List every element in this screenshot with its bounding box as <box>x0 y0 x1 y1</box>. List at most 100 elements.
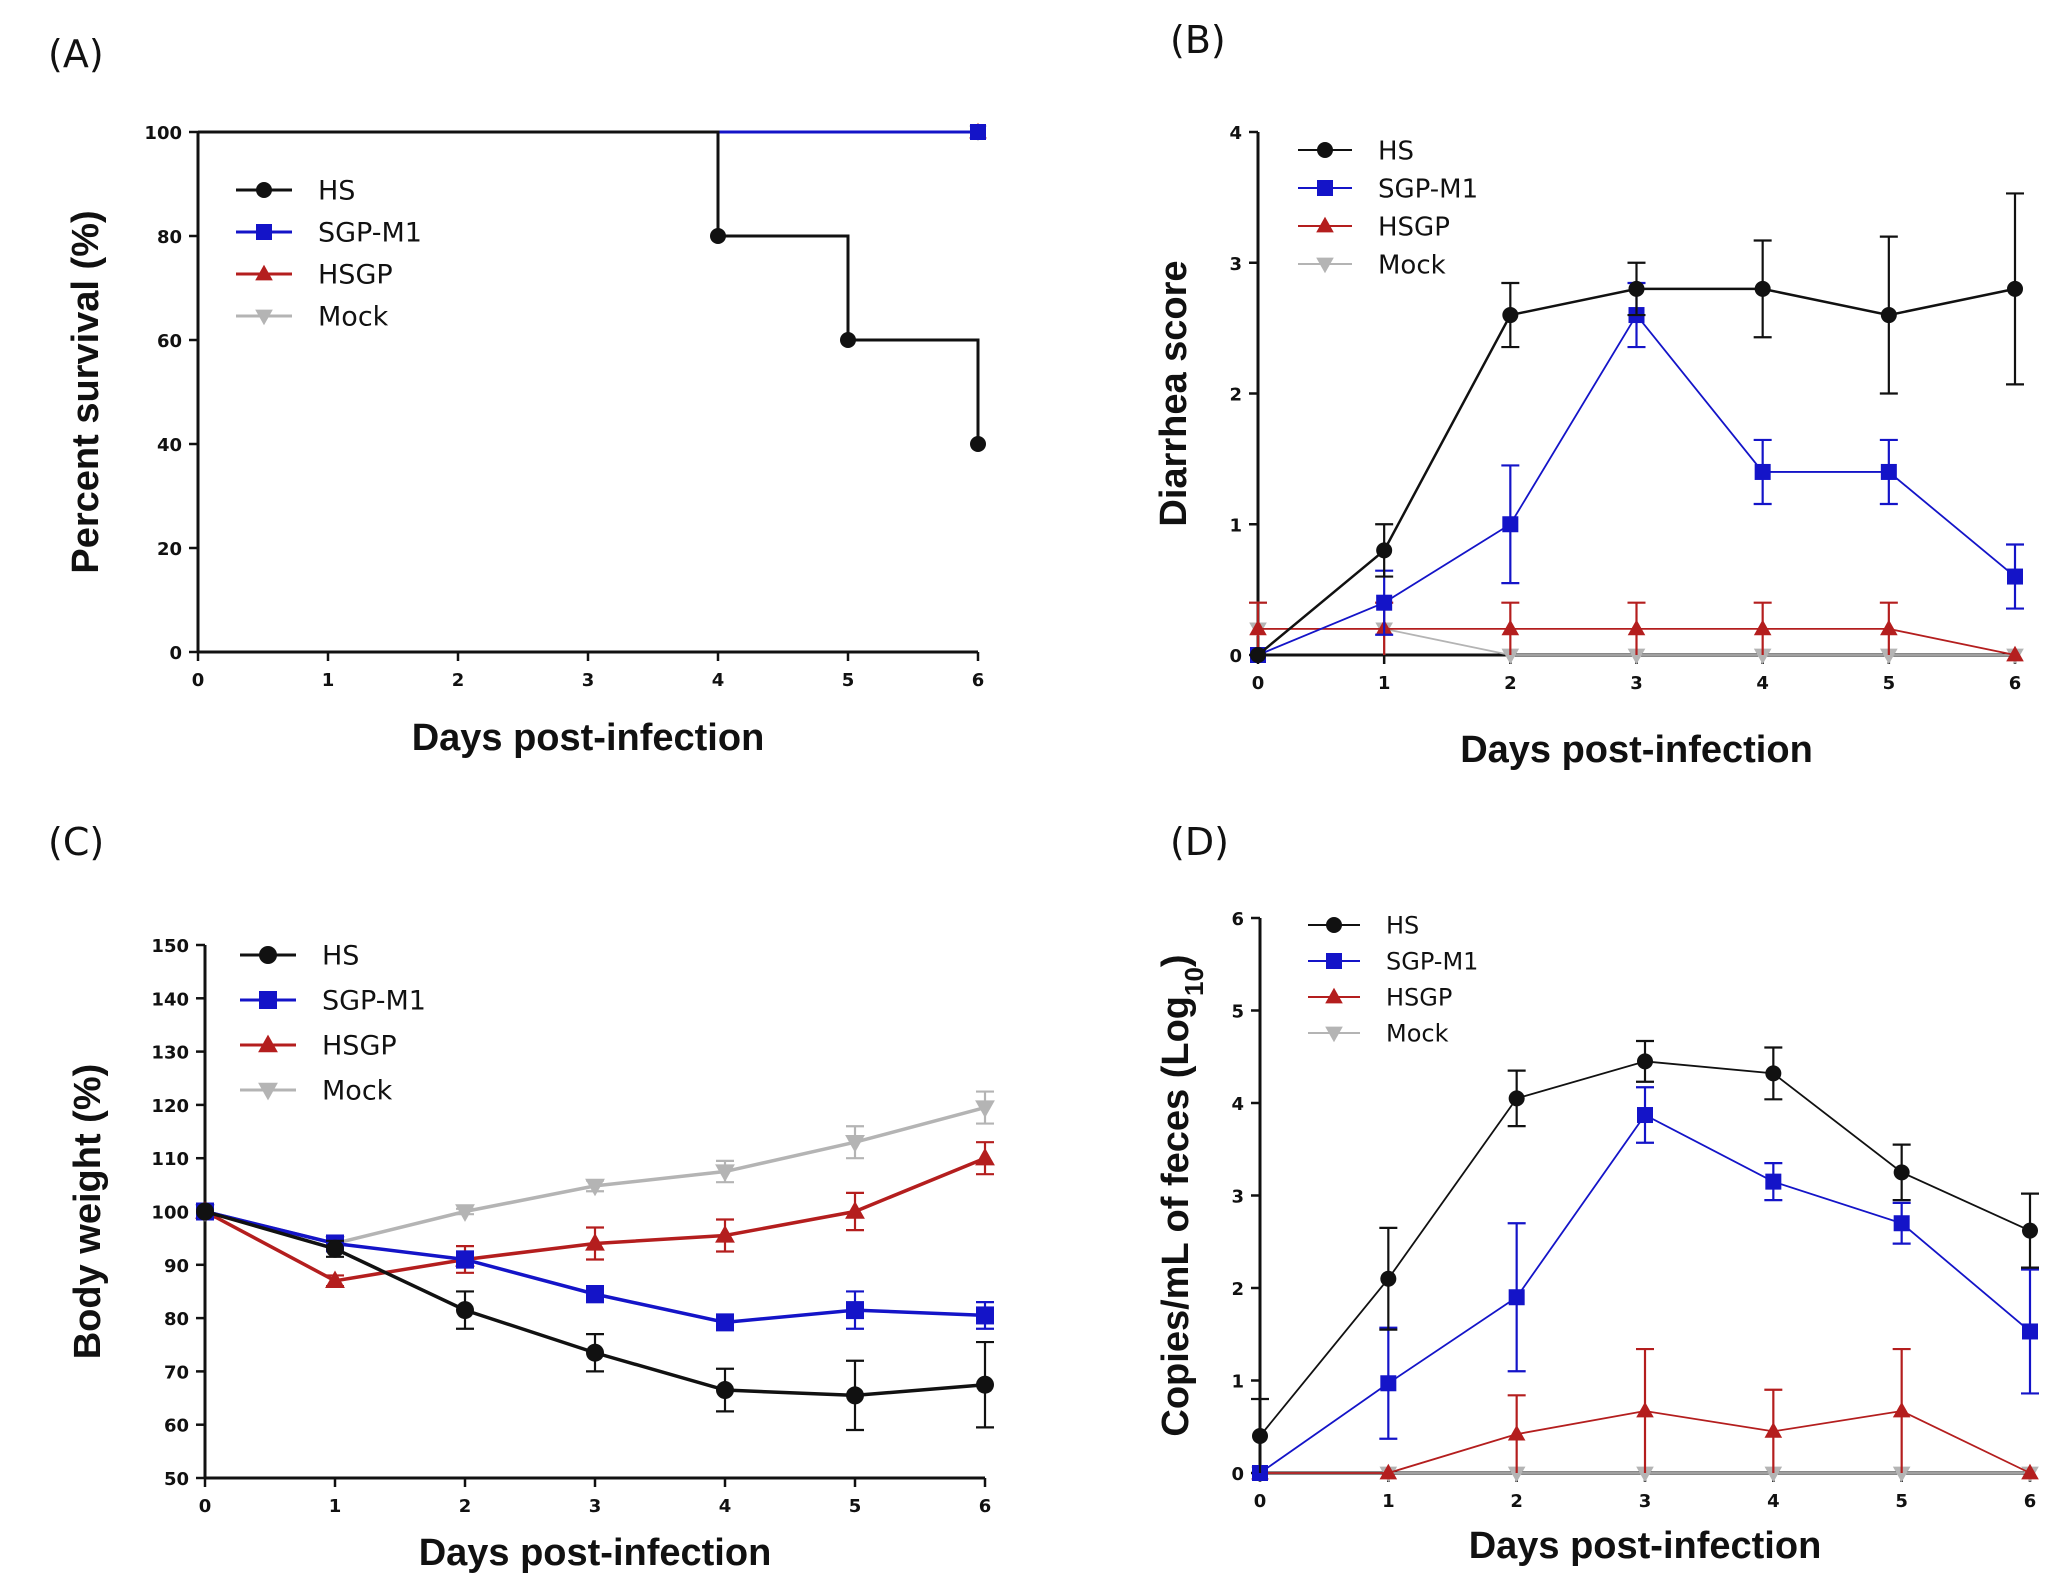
x-tick-label: 0 <box>1254 1491 1267 1512</box>
y-tick-label: 40 <box>157 435 182 456</box>
y-tick-label: 150 <box>151 936 189 957</box>
y-tick-label: 60 <box>164 1416 189 1437</box>
y-tick-label: 1 <box>1231 1372 1244 1393</box>
x-tick-label: 3 <box>582 670 595 691</box>
data-point <box>840 332 856 348</box>
x-tick-label: 6 <box>972 670 985 691</box>
data-point <box>845 1201 865 1219</box>
data-point <box>1880 463 1897 480</box>
data-point <box>2022 1323 2038 1340</box>
data-point <box>1636 1466 1654 1483</box>
x-axis-title: Days post-infection <box>419 1532 772 1574</box>
data-point <box>1753 619 1772 636</box>
series-hs <box>1251 1039 2039 1473</box>
legend-marker <box>1325 987 1343 1004</box>
data-point <box>1765 1173 1782 1190</box>
data-point <box>1893 1215 1910 1232</box>
data-point <box>2006 645 2024 662</box>
legend-label: Mock <box>318 302 389 333</box>
x-tick-label: 0 <box>199 1496 212 1517</box>
series-hs <box>198 130 986 452</box>
data-point <box>970 124 986 140</box>
legend-label: SGP-M1 <box>1386 948 1478 976</box>
y-tick-label: 50 <box>164 1469 189 1490</box>
legend-marker <box>256 224 272 240</box>
data-point <box>1628 280 1645 297</box>
data-point <box>976 1306 994 1325</box>
data-point <box>1252 1428 1268 1444</box>
legend-label: SGP-M1 <box>322 986 426 1017</box>
data-point <box>715 1164 735 1182</box>
legend-label: HS <box>318 176 355 207</box>
data-point <box>456 1250 474 1269</box>
x-axis-title: Days post-infection <box>412 717 765 759</box>
y-tick-label: 2 <box>1229 385 1242 406</box>
data-point <box>326 1239 344 1258</box>
x-tick-label: 3 <box>1639 1491 1652 1512</box>
y-tick-label: 3 <box>1229 254 1242 275</box>
data-point <box>846 1386 864 1405</box>
series-line <box>204 1156 986 1283</box>
y-tick-label: 60 <box>157 331 182 352</box>
data-point <box>196 1202 214 1221</box>
x-tick-label: 5 <box>849 1496 862 1517</box>
x-tick-label: 3 <box>1630 673 1643 694</box>
data-point <box>1502 516 1519 533</box>
data-point <box>970 436 986 452</box>
series-hsgp <box>1251 1347 2039 1480</box>
legend-label: HS <box>1386 912 1419 940</box>
x-tick-label: 2 <box>1504 673 1517 694</box>
legend: HS SGP-M1 HSGP Mock <box>236 176 422 333</box>
y-tick-label: 130 <box>151 1043 189 1064</box>
legend-marker <box>256 182 272 198</box>
legend-label: Mock <box>1378 250 1446 280</box>
panel-a-label: (A) <box>48 32 104 76</box>
y-axis-title: Percent survival (%) <box>65 210 107 573</box>
y-tick-label: 0 <box>1229 646 1242 667</box>
series-hs <box>196 1202 994 1432</box>
y-tick-label: 0 <box>169 643 182 664</box>
data-point <box>1250 647 1266 663</box>
data-point <box>845 1135 865 1153</box>
y-tick-label: 70 <box>164 1362 189 1383</box>
x-tick-label: 4 <box>1767 1491 1780 1512</box>
legend-marker <box>258 1034 278 1053</box>
legend-label: HS <box>322 941 359 972</box>
x-tick-label: 0 <box>192 670 205 691</box>
y-tick-label: 140 <box>151 989 189 1010</box>
legend-label: HS <box>1378 136 1414 166</box>
data-point <box>1880 619 1898 636</box>
series-sgp-m1 <box>1252 1086 2039 1481</box>
data-point <box>1764 1422 1783 1438</box>
data-point <box>1637 1053 1653 1070</box>
chart-b: 0 1 2 3 4 5 6 0 1 2 3 4 Days post-infection Diarrhea … <box>1153 123 2024 771</box>
data-point <box>975 1147 995 1166</box>
data-point <box>715 1225 735 1243</box>
data-point <box>1501 648 1520 665</box>
data-point <box>1249 619 1267 636</box>
y-tick-label: 80 <box>164 1309 189 1330</box>
panel-b-label: (B) <box>1170 18 1226 62</box>
legend-label: HSGP <box>322 1031 397 1062</box>
data-point <box>1764 1466 1783 1483</box>
x-tick-label: 1 <box>329 1496 342 1517</box>
panel-d-label: (D) <box>1170 820 1229 864</box>
legend-marker <box>255 264 273 281</box>
data-point <box>1380 1270 1397 1287</box>
data-point <box>716 1313 734 1332</box>
y-tick-label: 5 <box>1231 1002 1244 1023</box>
data-point <box>1507 1466 1526 1483</box>
x-tick-label: 5 <box>1883 673 1896 694</box>
legend-label: HSGP <box>318 260 393 291</box>
data-point <box>1501 619 1520 636</box>
legend-label: HSGP <box>1378 212 1450 242</box>
y-tick-label: 2 <box>1231 1279 1244 1300</box>
data-point <box>2022 1222 2038 1239</box>
data-point <box>1754 280 1771 297</box>
x-tick-label: 5 <box>842 670 855 691</box>
data-point <box>586 1343 604 1362</box>
data-point <box>976 1375 994 1394</box>
y-tick-label: 80 <box>157 227 182 248</box>
data-point <box>975 1100 995 1118</box>
